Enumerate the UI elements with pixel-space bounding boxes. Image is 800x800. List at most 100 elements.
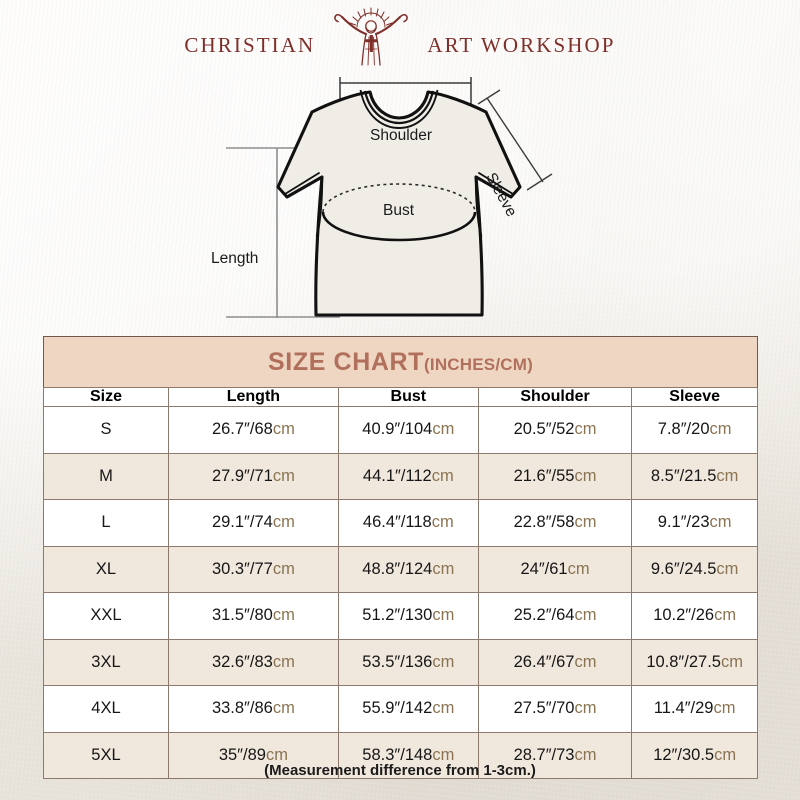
value-cm-unit: cm — [714, 745, 737, 764]
value-cm-unit: cm — [272, 513, 295, 532]
value-cm-unit: cm — [574, 652, 597, 671]
value-cm-unit: cm — [432, 699, 455, 718]
title-main-text: SIZE CHART — [268, 347, 425, 376]
cell-sleeve: 10.8″/27.5cm — [631, 638, 758, 686]
value-cm-unit: cm — [567, 559, 590, 578]
value-inches: 9.1″/23 — [657, 513, 710, 532]
value-cm-unit: cm — [272, 699, 295, 718]
value-cm-unit: cm — [709, 513, 732, 532]
cell-length: 26.7″/68cm — [167, 406, 339, 454]
value-cm-unit: cm — [432, 652, 455, 671]
cell-bust: 58.3″/148cm — [337, 731, 479, 779]
cell-sleeve: 8.5″/21.5cm — [631, 452, 758, 500]
collar-rings — [359, 89, 439, 129]
value-inches: 46.4″/118 — [362, 513, 432, 532]
value-inches: 31.5″/80 — [211, 606, 273, 625]
cell-shoulder: 24″/61cm — [477, 545, 633, 593]
cell-bust: 46.4″/118cm — [337, 499, 479, 547]
table-row: XXL 31.5″/80cm 51.2″/130cm 25.2″/64cm 10.2″/… — [43, 592, 758, 640]
value-cm-unit: cm — [272, 652, 295, 671]
value-inches: 48.8″/124 — [362, 559, 433, 578]
cell-size: S — [43, 406, 169, 454]
value-cm-unit: cm — [716, 559, 739, 578]
value-cm-unit: cm — [574, 466, 597, 485]
table-row: 4XL 33.8″/86cm 55.9″/142cm 27.5″/70cm 11.4″/… — [43, 685, 758, 733]
value-cm-unit: cm — [574, 699, 597, 718]
value-inches: 33.8″/86 — [211, 699, 273, 718]
sleeve-hem-lines — [284, 172, 514, 195]
value-cm-unit: cm — [272, 420, 295, 439]
column-header-length: Length — [167, 387, 339, 407]
diagram-label-length: Length — [211, 250, 259, 267]
cell-shoulder: 22.8″/58cm — [477, 499, 633, 547]
value-inches: 20.5″/52 — [513, 420, 575, 439]
value-inches: 10.8″/27.5 — [646, 652, 721, 671]
cell-sleeve: 12″/30.5cm — [631, 731, 758, 779]
value-inches: 27.9″/71 — [211, 466, 273, 485]
column-header-row: Size Length Bust Shoulder Sleeve — [43, 387, 758, 407]
measurement-note: (Measurement difference from 1-3cm.) — [264, 762, 536, 779]
cell-length: 35″/89cm — [167, 731, 339, 779]
size-chart-title: SIZE CHART(INCHES/CM) — [43, 336, 758, 388]
value-inches: 28.7″/73 — [513, 745, 575, 764]
brand-word-left: CHRISTIAN — [184, 32, 316, 57]
value-cm-unit: cm — [272, 606, 295, 625]
christ-figure-with-cross-logo — [334, 7, 409, 66]
cell-length: 29.1″/74cm — [167, 499, 339, 547]
size-chart-table: SIZE CHART(INCHES/CM) Size Length Bust S… — [43, 336, 758, 779]
value-inches: 9.6″/24.5 — [650, 559, 717, 578]
brand-logo-header: CHRISTIAN — [0, 4, 800, 68]
cell-shoulder: 20.5″/52cm — [477, 406, 633, 454]
value-inches: 21.6″/55 — [513, 466, 575, 485]
value-cm-unit: cm — [432, 420, 455, 439]
value-cm-unit: cm — [432, 745, 455, 764]
value-cm-unit: cm — [272, 559, 295, 578]
table-row: L 29.1″/74cm 46.4″/118cm 22.8″/58cm 9.1″/23c… — [43, 499, 758, 547]
sleeve-measure-line — [477, 89, 553, 191]
value-inches: 30.3″/77 — [211, 559, 273, 578]
cell-bust: 48.8″/124cm — [337, 545, 479, 593]
value-inches: 40.9″/104 — [362, 420, 433, 439]
cell-bust: 53.5″/136cm — [337, 638, 479, 686]
title-unit-text: (INCHES/CM) — [424, 354, 533, 374]
value-inches: 7.8″/20 — [657, 420, 710, 439]
cell-size: M — [43, 452, 169, 500]
value-inches: 51.2″/130 — [362, 606, 433, 625]
value-inches: 26.7″/68 — [211, 420, 273, 439]
value-cm-unit: cm — [431, 513, 454, 532]
cell-bust: 44.1″/112cm — [337, 452, 479, 500]
value-inches: 25.2″/64 — [513, 606, 575, 625]
value-cm-unit: cm — [265, 745, 288, 764]
value-cm-unit: cm — [431, 466, 454, 485]
column-header-bust: Bust — [337, 387, 479, 407]
cell-length: 27.9″/71cm — [167, 452, 339, 500]
value-cm-unit: cm — [716, 466, 739, 485]
table-row: 3XL 32.6″/83cm 53.5″/136cm 26.4″/67cm 10.8″/… — [43, 638, 758, 686]
value-cm-unit: cm — [574, 606, 597, 625]
value-cm-unit: cm — [714, 606, 737, 625]
value-cm-unit: cm — [432, 606, 455, 625]
cell-length: 30.3″/77cm — [167, 545, 339, 593]
value-cm-unit: cm — [713, 699, 736, 718]
cell-sleeve: 7.8″/20cm — [631, 406, 758, 454]
table-row: M 27.9″/71cm 44.1″/112cm 21.6″/55cm 8.5″/21.… — [43, 452, 758, 500]
cell-shoulder: 27.5″/70cm — [477, 685, 633, 733]
value-inches: 22.8″/58 — [513, 513, 575, 532]
cell-shoulder: 25.2″/64cm — [477, 592, 633, 640]
value-cm-unit: cm — [574, 513, 597, 532]
cell-bust: 51.2″/130cm — [337, 592, 479, 640]
cell-shoulder: 28.7″/73cm — [477, 731, 633, 779]
cell-size: 4XL — [43, 685, 169, 733]
value-cm-unit: cm — [272, 466, 295, 485]
value-inches: 32.6″/83 — [211, 652, 273, 671]
table-row: 5XL 35″/89cm 58.3″/148cm 28.7″/73cm 12″/30.5… — [43, 731, 758, 779]
value-inches: 24″/61 — [520, 559, 568, 578]
cell-sleeve: 9.1″/23cm — [631, 499, 758, 547]
size-chart-title-row: SIZE CHART(INCHES/CM) — [43, 336, 758, 388]
cell-size: XXL — [43, 592, 169, 640]
cell-bust: 55.9″/142cm — [337, 685, 479, 733]
bust-measure-ellipse — [321, 183, 477, 242]
value-inches: 26.4″/67 — [513, 652, 575, 671]
table-row: XL 30.3″/77cm 48.8″/124cm 24″/61cm 9.6″/24.5… — [43, 545, 758, 593]
value-inches: 11.4″/29 — [653, 699, 714, 718]
